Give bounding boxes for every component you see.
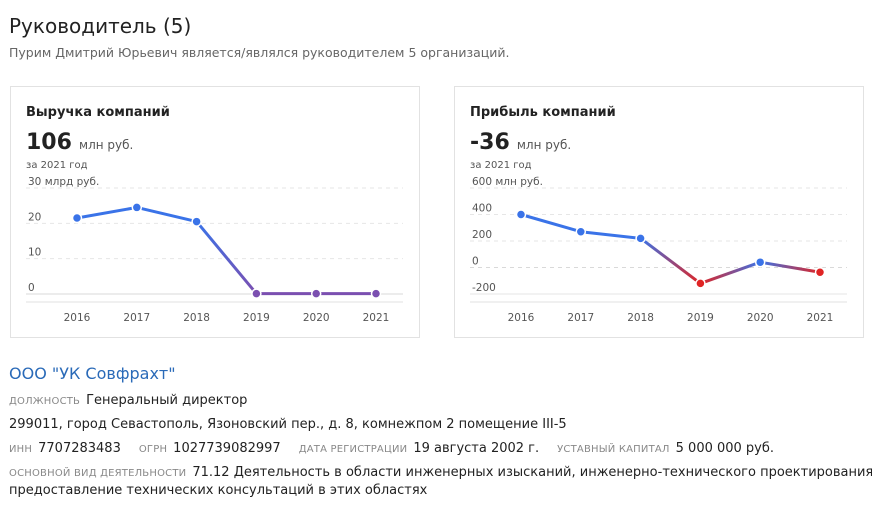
y-tick-label: 20 (28, 211, 41, 223)
x-tick-label: 2017 (123, 312, 150, 324)
data-point[interactable] (191, 216, 202, 227)
ogrn-value[interactable]: 1027739082997 (173, 441, 281, 456)
y-tick-label: -200 (472, 282, 496, 294)
y-tick-label: 600 млн руб. (472, 176, 543, 188)
data-point[interactable] (814, 267, 826, 278)
series-line-segment (135, 205, 199, 224)
y-tick-label: 400 (472, 203, 492, 215)
series-line-segment (698, 260, 762, 285)
x-tick-label: 2016 (64, 312, 91, 324)
revenue-card: Выручка компаний 106 млн руб. за 2021 го… (10, 86, 420, 338)
data-point[interactable] (310, 288, 322, 299)
x-tick-label: 2020 (303, 312, 330, 324)
data-point[interactable] (575, 226, 587, 237)
capital-label: УСТАВНЫЙ КАПИТАЛ (557, 444, 670, 455)
profit-card-title: Прибыль компаний (470, 105, 616, 120)
revenue-value-number: 106 (26, 130, 72, 155)
revenue-chart[interactable]: 0 10 20 30 млрд руб. 2016 2017 2018 2019 2020 202… (11, 87, 421, 339)
y-tick-label: 200 (472, 229, 492, 241)
data-point[interactable] (754, 256, 766, 268)
x-tick-label: 2016 (508, 312, 535, 324)
revenue-period: за 2021 год (26, 160, 88, 171)
requisites-row: ИНН 7707283483 ОГРН 1027739082997 ДАТА РЕГИС… (9, 441, 774, 456)
x-tick-label: 2018 (627, 312, 654, 324)
revenue-value: 106 млн руб. (26, 130, 133, 155)
activity-row-continued: предоставление технических консультаций … (9, 483, 428, 498)
profit-card: Прибыль компаний -36 млн руб. за 2021 го… (454, 86, 864, 338)
activity-row: ОСНОВНОЙ ВИД ДЕЯТЕЛЬНОСТИ 71.12 Деятельно… (9, 465, 872, 480)
data-point[interactable] (370, 288, 382, 299)
x-tick-label: 2019 (687, 312, 714, 324)
data-point[interactable] (251, 288, 262, 299)
address-row: 299011, город Севастополь, Язоновский пе… (9, 417, 567, 432)
inn-value[interactable]: 7707283483 (38, 441, 121, 456)
y-tick-label: 0 (28, 282, 35, 294)
reg-date-label: ДАТА РЕГИСТРАЦИИ (298, 444, 408, 455)
profit-chart[interactable]: -200 0 200 400 600 млн руб. 2016 2017 2018 2019 2… (455, 87, 865, 339)
position-value: Генеральный директор (86, 393, 248, 408)
x-tick-label: 2017 (567, 312, 594, 324)
x-tick-label: 2021 (363, 312, 390, 324)
series-line-segment (639, 236, 702, 285)
y-tick-label: 10 (28, 247, 41, 259)
data-point[interactable] (131, 202, 143, 213)
revenue-value-unit: млн руб. (79, 138, 134, 152)
y-tick-label: 0 (472, 256, 479, 268)
data-point[interactable] (635, 233, 646, 244)
ogrn-label: ОГРН (138, 444, 168, 455)
revenue-card-title: Выручка компаний (26, 105, 170, 120)
x-tick-label: 2021 (807, 312, 834, 324)
inn-label: ИНН (9, 444, 33, 455)
organization-link[interactable]: ООО "УК Совфрахт" (9, 364, 176, 383)
series-line-segment (758, 260, 822, 274)
activity-value: 71.12 Деятельность в области инженерных … (192, 465, 872, 480)
profit-value-unit: млн руб. (516, 138, 572, 152)
y-tick-label: 30 млрд руб. (28, 176, 99, 188)
position-label: ДОЛЖНОСТЬ (9, 396, 81, 407)
section-title: Руководитель (5) (9, 14, 192, 38)
reg-date-value: 19 августа 2002 г. (413, 441, 540, 456)
capital-value: 5 000 000 руб. (675, 441, 775, 456)
x-tick-label: 2019 (243, 312, 270, 324)
section-subtitle: Пурим Дмитрий Юрьевич является/являлся р… (9, 45, 510, 60)
series-line-segment (519, 213, 583, 234)
x-tick-label: 2020 (747, 312, 774, 324)
profit-period: за 2021 год (470, 160, 532, 171)
position-row: ДОЛЖНОСТЬ Генеральный директор (9, 393, 247, 408)
data-point[interactable] (71, 212, 83, 224)
series-line-segment (579, 230, 643, 240)
data-point[interactable] (695, 278, 706, 289)
x-tick-label: 2018 (183, 312, 210, 324)
data-point[interactable] (515, 209, 527, 220)
series-line-segment (195, 220, 258, 296)
profit-value-number: -36 (470, 130, 510, 155)
activity-label: ОСНОВНОЙ ВИД ДЕЯТЕЛЬНОСТИ (9, 468, 187, 479)
profit-value: -36 млн руб. (470, 130, 571, 155)
series-line-segment (75, 205, 139, 220)
